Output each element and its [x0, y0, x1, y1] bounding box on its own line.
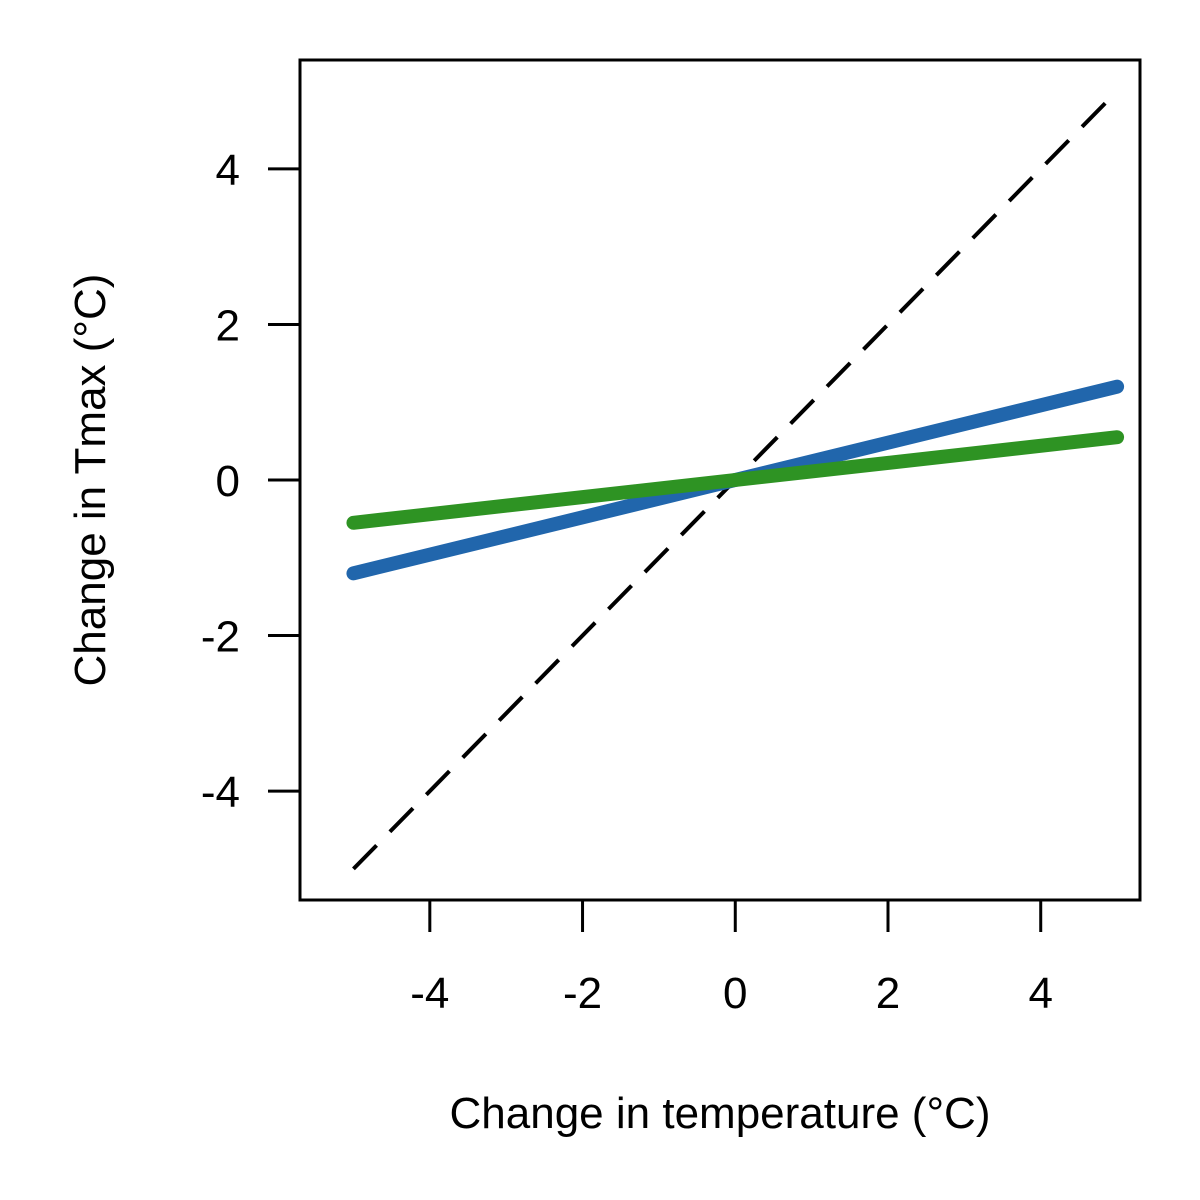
x-tick-label: -2 [563, 969, 602, 1018]
x-tick-label: -4 [410, 969, 449, 1018]
y-tick-label: 4 [216, 146, 240, 195]
series-layer [346, 89, 1125, 871]
y-tick-label: 2 [216, 301, 240, 350]
y-tick-label: 0 [216, 457, 240, 506]
y-tick-label: -2 [201, 613, 240, 662]
y-axis: -4 -2 0 2 4 [201, 146, 302, 817]
x-tick-label: 4 [1028, 969, 1052, 1018]
series-line-3 [346, 430, 1125, 530]
x-axis: -4 -2 0 2 4 [410, 898, 1053, 1018]
x-axis-title: Change in temperature (°C) [450, 1089, 991, 1138]
y-tick-label: -4 [201, 768, 240, 817]
x-tick-label: 0 [723, 969, 747, 1018]
x-tick-label: 2 [876, 969, 900, 1018]
y-axis-title: Change in Tmax (°C) [66, 274, 115, 687]
